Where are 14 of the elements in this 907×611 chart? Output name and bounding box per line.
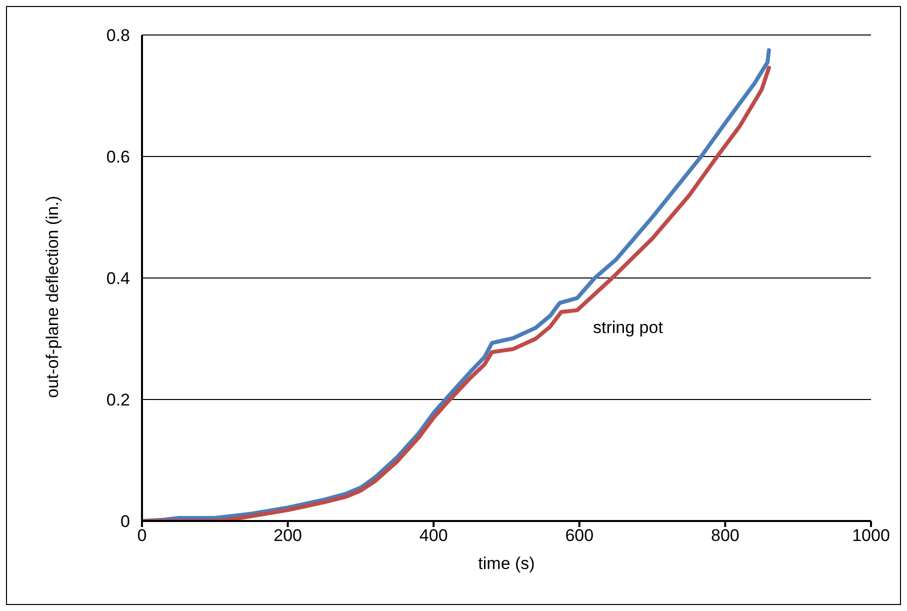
x-tick-label: 600 <box>565 526 594 546</box>
y-tick-label: 0.2 <box>106 390 130 410</box>
y-axis-title: out-of-plane deflection (in.) <box>43 196 62 398</box>
annotation: string pot <box>593 318 664 337</box>
y-tick-label: 0.4 <box>106 269 130 288</box>
x-tick-label: 1000 <box>852 526 890 546</box>
y-tick-label: 0 <box>120 512 130 532</box>
x-tick-label: 200 <box>274 526 302 546</box>
x-tick-label: 800 <box>711 526 740 546</box>
y-tick-label: 0.6 <box>106 148 130 167</box>
x-axis-title: time (s) <box>478 554 535 573</box>
y-tick-label: 0.8 <box>106 26 130 46</box>
x-tick-label: 400 <box>419 526 448 546</box>
x-tick-label: 0 <box>137 526 147 546</box>
